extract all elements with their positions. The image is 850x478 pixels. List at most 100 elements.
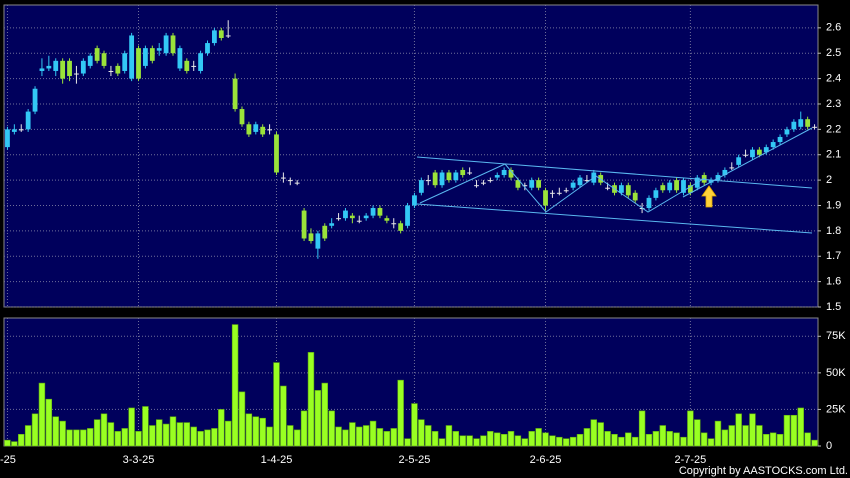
candle-body <box>329 223 335 226</box>
volume-bar <box>576 433 584 447</box>
x-tick-label: 1-4-25 <box>261 454 293 466</box>
volume-bar <box>204 429 211 447</box>
candle-body <box>467 172 473 174</box>
volume-bar <box>666 431 673 447</box>
volume-bar <box>425 425 432 447</box>
volume-bar <box>135 431 142 447</box>
y-tick-label: 2 <box>826 174 832 186</box>
volume-bar <box>211 428 218 447</box>
candle-body <box>418 180 424 193</box>
volume-bar <box>659 425 666 447</box>
candle-body <box>218 30 224 38</box>
y-tick-label: 2.4 <box>826 73 841 85</box>
volume-bar <box>169 416 177 447</box>
candle-body <box>287 180 293 182</box>
x-tick-label: 2-7-25 <box>674 454 706 466</box>
candle-body <box>563 190 569 192</box>
volume-bar <box>459 435 466 447</box>
candle-body <box>639 208 645 210</box>
x-tick-label: 3-3-25 <box>123 454 155 466</box>
volume-bar <box>293 429 301 447</box>
signal-arrow <box>701 185 717 208</box>
volume-bar <box>652 431 660 447</box>
candle-body <box>674 180 679 191</box>
copyright: Copyright by AASTOCKS.com Ltd. <box>679 465 848 477</box>
candle-body <box>494 175 500 178</box>
trend-up <box>682 127 813 198</box>
candle-body <box>322 225 328 239</box>
volume-bar <box>31 413 39 447</box>
volume-bar <box>59 420 66 447</box>
candle-body <box>715 175 721 181</box>
volume-bar <box>714 420 722 447</box>
volume-bar <box>673 432 680 447</box>
volume-bar <box>438 438 446 447</box>
volume-bar <box>569 436 577 447</box>
candle-body <box>122 53 128 71</box>
volume-bar <box>245 413 253 447</box>
volume-bar <box>742 425 749 447</box>
candle-body <box>515 180 521 188</box>
candle-body <box>729 167 735 169</box>
candle-body <box>487 180 493 182</box>
volume-bar <box>287 425 294 447</box>
candle-body <box>67 60 72 77</box>
volume-bar <box>197 431 204 447</box>
volume-bar <box>128 407 135 447</box>
candle-body <box>301 210 307 239</box>
volume-bar <box>487 431 494 447</box>
volume-bar <box>473 438 480 447</box>
volume-bar <box>514 435 522 447</box>
candle-body <box>632 192 638 201</box>
trend-annotations <box>416 127 813 234</box>
volume-bar <box>149 425 156 447</box>
volume-bar <box>397 379 404 447</box>
y-tick-label: 75K <box>826 330 846 342</box>
candle-body <box>508 169 514 178</box>
candle-body <box>198 53 204 71</box>
candle-body <box>646 197 652 209</box>
volume-bar <box>280 385 287 447</box>
volume-bar <box>645 433 653 447</box>
volume-bar <box>224 420 232 447</box>
candle-body <box>543 190 548 206</box>
volume-bar <box>4 439 11 447</box>
candle-body <box>791 121 797 130</box>
candle-body <box>687 185 693 193</box>
volume-bar <box>356 426 363 447</box>
volume-bar <box>328 410 335 447</box>
candle-body <box>308 233 314 242</box>
y-tick-label: 2.2 <box>826 123 841 135</box>
candle-body <box>129 35 135 79</box>
volume-bar <box>776 433 784 447</box>
candle-body <box>536 180 542 188</box>
candle-body <box>529 180 535 188</box>
y-tick-label: 1.9 <box>826 199 841 211</box>
volume-bar <box>797 407 804 447</box>
zigzag <box>419 163 706 213</box>
volume-bar <box>763 433 770 447</box>
candle-body <box>405 205 410 226</box>
volume-bar <box>507 431 515 447</box>
volume-panel <box>3 317 819 447</box>
volume-bar <box>376 428 384 447</box>
volume-bar <box>749 413 756 447</box>
candle-body <box>439 172 445 186</box>
volume-bar <box>500 433 508 447</box>
volume-bar <box>362 425 370 447</box>
candle-body <box>805 119 811 127</box>
volume-bar <box>783 414 791 447</box>
candle-body <box>798 119 804 127</box>
candle-body <box>246 124 252 135</box>
volume-bar <box>259 417 266 447</box>
candle-body <box>184 60 190 71</box>
volume-bar <box>590 419 598 447</box>
volume-bar <box>321 382 328 447</box>
volume-bar <box>418 419 425 447</box>
candle-body <box>115 65 121 74</box>
candle-body <box>225 35 231 37</box>
volume-bar <box>556 436 563 447</box>
mark-layer <box>4 20 818 447</box>
candle-body <box>763 147 769 153</box>
